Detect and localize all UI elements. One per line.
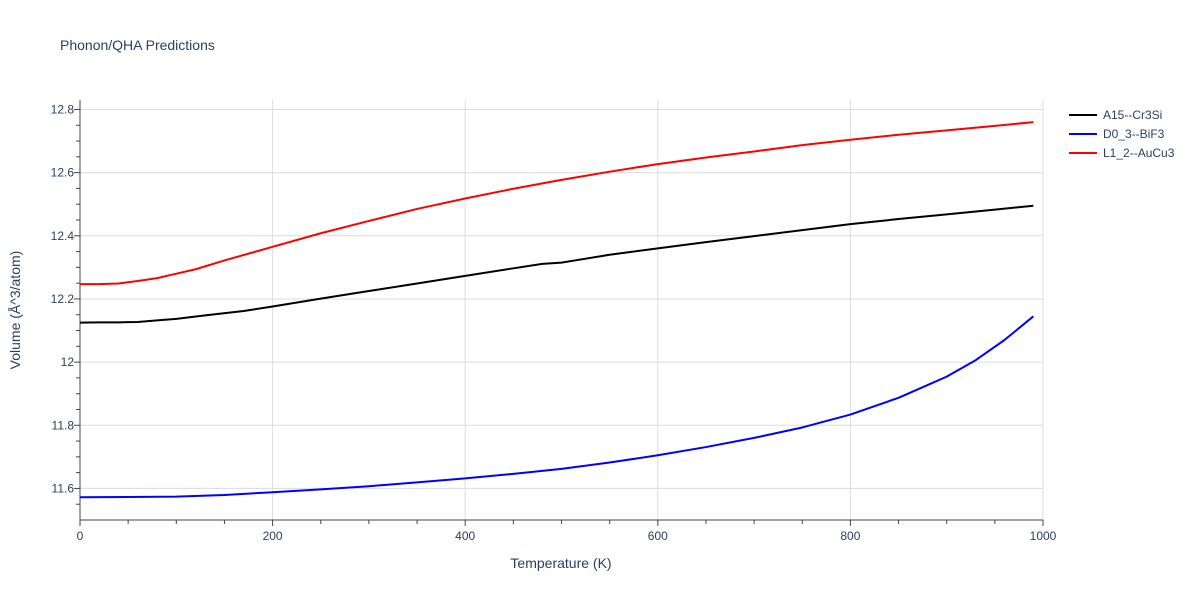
series-line-l1-2-aucu3 bbox=[80, 121, 1034, 286]
legend-label: L1_2--AuCu3 bbox=[1103, 146, 1175, 160]
legend-label: D0_3--BiF3 bbox=[1103, 127, 1165, 141]
y-tick-label: 12.2 bbox=[51, 292, 75, 306]
legend-item-d0-3-bif3[interactable]: D0_3--BiF3 bbox=[1069, 127, 1165, 141]
x-tick-label: 0 bbox=[77, 529, 84, 543]
x-tick-label: 800 bbox=[840, 529, 860, 543]
chart-title: Phonon/QHA Predictions bbox=[60, 37, 215, 53]
y-tick-label: 12.6 bbox=[51, 166, 75, 180]
x-tick-label: 600 bbox=[648, 529, 668, 543]
axes bbox=[74, 100, 1044, 526]
x-tick-label: 1000 bbox=[1030, 529, 1057, 543]
legend-label: A15--Cr3Si bbox=[1103, 108, 1162, 122]
y-tick-label: 11.6 bbox=[52, 481, 75, 495]
y-tick-label: 12.4 bbox=[51, 229, 75, 243]
series-lines bbox=[79, 121, 1035, 499]
y-tick-label: 11.8 bbox=[52, 418, 75, 432]
x-tick-label: 200 bbox=[263, 529, 283, 543]
y-tick-label: 12 bbox=[61, 355, 75, 369]
y-axis-label: Volume (Å^3/atom) bbox=[7, 251, 23, 370]
series-line-a15-cr3si bbox=[79, 204, 1034, 324]
x-tick-label: 400 bbox=[455, 529, 475, 543]
tick-labels: 0 200 400 600 800 1000 11.6 11.8 12 12.2 12.4 12.6 1… bbox=[51, 102, 1057, 543]
legend-item-a15-cr3si[interactable]: A15--Cr3Si bbox=[1069, 108, 1162, 122]
legend-item-l1-2-aucu3[interactable]: L1_2--AuCu3 bbox=[1069, 146, 1175, 160]
grid bbox=[80, 100, 1044, 520]
series-line-d0-3-bif3 bbox=[79, 315, 1035, 499]
y-tick-label: 12.8 bbox=[51, 102, 75, 116]
legend[interactable]: A15--Cr3Si D0_3--BiF3 L1_2--AuCu3 bbox=[1069, 108, 1175, 160]
x-axis-label: Temperature (K) bbox=[510, 555, 611, 571]
